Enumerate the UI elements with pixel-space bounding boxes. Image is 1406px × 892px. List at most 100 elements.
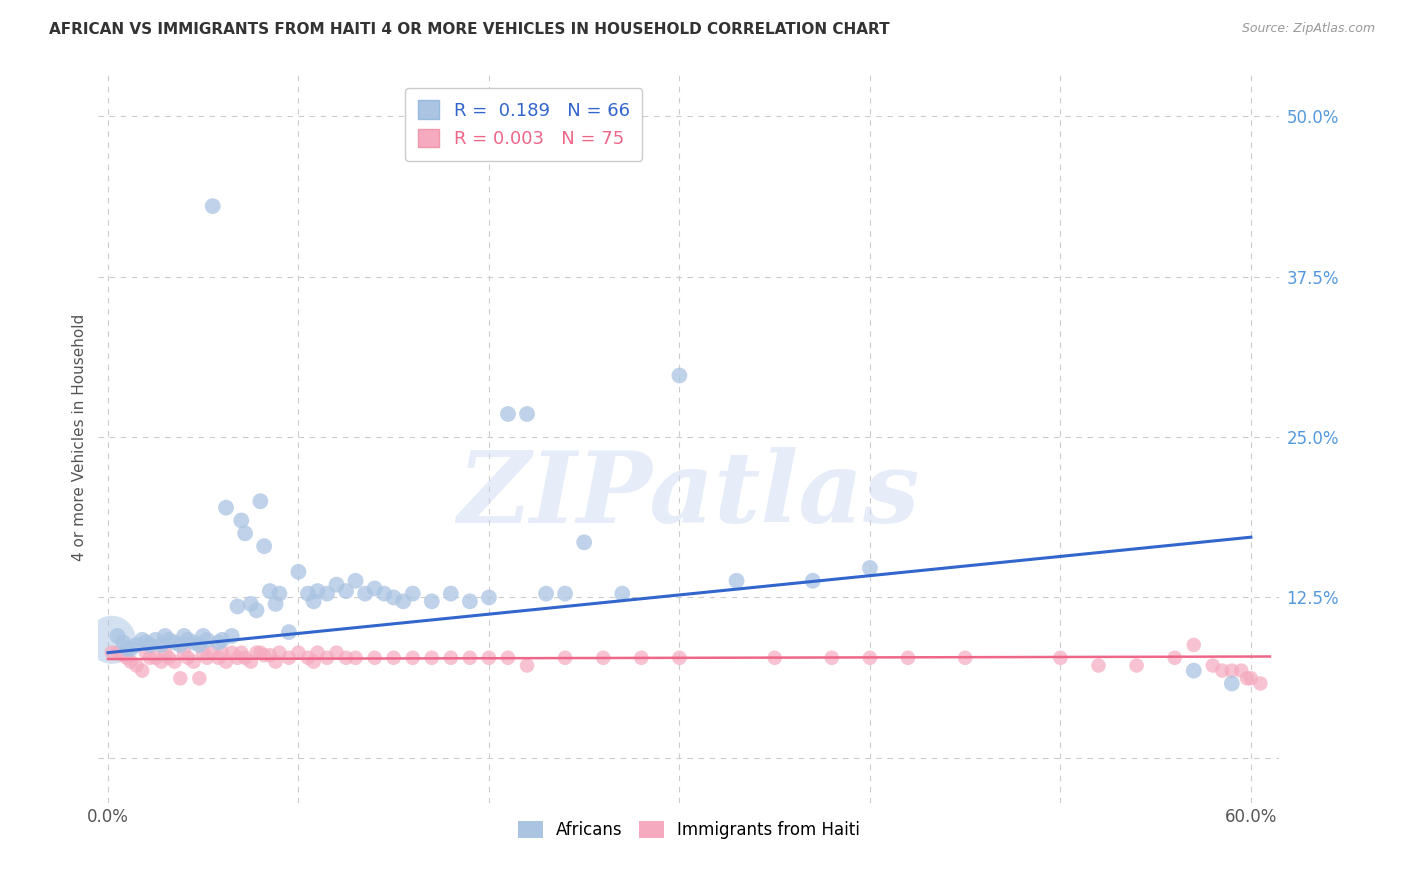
Point	[221, 629, 243, 643]
Point	[157, 632, 180, 647]
Point	[1182, 638, 1205, 652]
Point	[264, 655, 287, 669]
Point	[125, 658, 148, 673]
Point	[253, 539, 276, 553]
Point	[193, 629, 215, 643]
Point	[125, 638, 148, 652]
Point	[215, 655, 238, 669]
Point	[1230, 664, 1253, 678]
Point	[135, 635, 157, 649]
Point	[153, 629, 176, 643]
Point	[554, 650, 576, 665]
Point	[1249, 676, 1271, 690]
Point	[668, 650, 690, 665]
Point	[516, 658, 538, 673]
Point	[259, 648, 281, 663]
Point	[302, 594, 325, 608]
Point	[1240, 671, 1263, 685]
Point	[1087, 658, 1109, 673]
Point	[112, 648, 135, 663]
Point	[354, 587, 377, 601]
Point	[183, 655, 205, 669]
Point	[382, 591, 405, 605]
Point	[226, 599, 249, 614]
Point	[612, 587, 634, 601]
Point	[534, 587, 557, 601]
Point	[297, 587, 319, 601]
Point	[344, 574, 367, 588]
Point	[145, 632, 167, 647]
Point	[233, 526, 256, 541]
Point	[373, 587, 395, 601]
Y-axis label: 4 or more Vehicles in Household: 4 or more Vehicles in Household	[72, 313, 87, 561]
Point	[221, 646, 243, 660]
Point	[245, 603, 267, 617]
Point	[107, 646, 129, 660]
Point	[269, 587, 291, 601]
Point	[131, 664, 153, 678]
Point	[259, 584, 281, 599]
Point	[344, 650, 367, 665]
Point	[1220, 676, 1243, 690]
Text: Source: ZipAtlas.com: Source: ZipAtlas.com	[1241, 22, 1375, 36]
Point	[277, 625, 299, 640]
Point	[478, 591, 501, 605]
Point	[402, 587, 425, 601]
Point	[269, 646, 291, 660]
Point	[821, 650, 844, 665]
Point	[173, 629, 195, 643]
Point	[231, 646, 253, 660]
Point	[100, 646, 122, 660]
Point	[177, 650, 200, 665]
Point	[1163, 650, 1185, 665]
Point	[859, 561, 882, 575]
Point	[316, 587, 339, 601]
Point	[239, 597, 262, 611]
Point	[478, 650, 501, 665]
Point	[245, 646, 267, 660]
Point	[496, 407, 519, 421]
Point	[226, 650, 249, 665]
Point	[725, 574, 748, 588]
Point	[554, 587, 576, 601]
Point	[1220, 664, 1243, 678]
Point	[420, 650, 443, 665]
Point	[458, 594, 481, 608]
Point	[630, 650, 652, 665]
Point	[173, 646, 195, 660]
Point	[325, 646, 347, 660]
Point	[287, 565, 309, 579]
Point	[150, 638, 173, 652]
Point	[231, 514, 253, 528]
Point	[307, 646, 329, 660]
Point	[249, 646, 271, 660]
Point	[233, 650, 256, 665]
Point	[363, 650, 385, 665]
Point	[1211, 664, 1233, 678]
Point	[120, 655, 142, 669]
Point	[215, 500, 238, 515]
Text: ZIPatlas: ZIPatlas	[458, 448, 920, 544]
Point	[763, 650, 786, 665]
Point	[1125, 658, 1147, 673]
Point	[115, 641, 138, 656]
Point	[120, 641, 142, 656]
Point	[420, 594, 443, 608]
Point	[458, 650, 481, 665]
Point	[440, 587, 463, 601]
Point	[253, 648, 276, 663]
Point	[150, 655, 173, 669]
Point	[1182, 664, 1205, 678]
Legend: Africans, Immigrants from Haiti: Africans, Immigrants from Haiti	[510, 814, 868, 846]
Point	[153, 646, 176, 660]
Point	[897, 650, 920, 665]
Point	[440, 650, 463, 665]
Point	[572, 535, 595, 549]
Point	[1202, 658, 1225, 673]
Point	[264, 597, 287, 611]
Text: AFRICAN VS IMMIGRANTS FROM HAITI 4 OR MORE VEHICLES IN HOUSEHOLD CORRELATION CHA: AFRICAN VS IMMIGRANTS FROM HAITI 4 OR MO…	[49, 22, 890, 37]
Point	[325, 577, 347, 591]
Point	[139, 650, 162, 665]
Point	[335, 584, 357, 599]
Point	[207, 650, 229, 665]
